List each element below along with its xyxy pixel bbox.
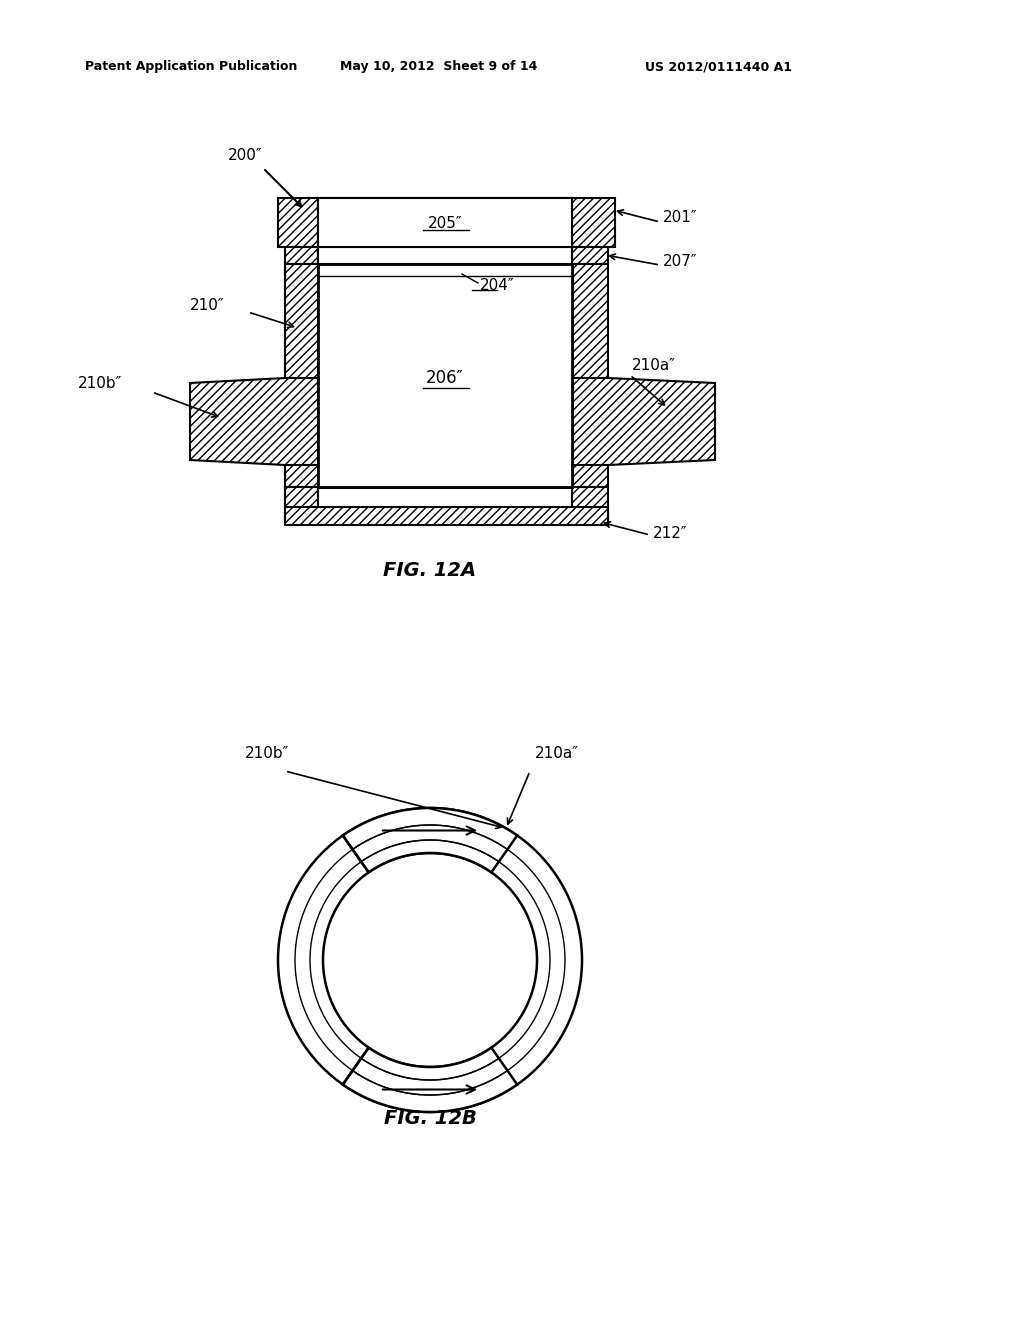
Text: 210b″: 210b″	[78, 375, 123, 391]
Polygon shape	[572, 378, 715, 465]
Polygon shape	[318, 198, 572, 247]
Polygon shape	[285, 507, 608, 525]
Polygon shape	[278, 808, 517, 1111]
Text: 210b″: 210b″	[245, 746, 290, 760]
Polygon shape	[278, 198, 318, 247]
Text: FIG. 12B: FIG. 12B	[384, 1109, 476, 1127]
Text: FIG. 12A: FIG. 12A	[383, 561, 476, 579]
Text: 205″: 205″	[428, 215, 462, 231]
Text: 210″: 210″	[190, 297, 224, 313]
Polygon shape	[572, 198, 615, 247]
Text: 207″: 207″	[663, 255, 697, 269]
Polygon shape	[572, 487, 608, 520]
Polygon shape	[190, 378, 318, 465]
Polygon shape	[285, 264, 318, 487]
Polygon shape	[285, 487, 318, 520]
Polygon shape	[343, 808, 582, 1111]
Text: 206″: 206″	[426, 370, 464, 387]
Text: 212″: 212″	[653, 525, 688, 540]
Text: May 10, 2012  Sheet 9 of 14: May 10, 2012 Sheet 9 of 14	[340, 59, 538, 73]
Polygon shape	[285, 247, 318, 264]
Polygon shape	[318, 247, 572, 264]
Text: 204″: 204″	[480, 277, 515, 293]
Text: 210a″: 210a″	[535, 746, 579, 760]
Text: US 2012/0111440 A1: US 2012/0111440 A1	[645, 59, 792, 73]
Text: 201″: 201″	[663, 210, 697, 226]
Text: 210a″: 210a″	[632, 359, 676, 374]
Polygon shape	[318, 198, 572, 247]
Text: Patent Application Publication: Patent Application Publication	[85, 59, 297, 73]
Polygon shape	[318, 264, 572, 487]
Text: 200″: 200″	[228, 148, 262, 162]
Polygon shape	[572, 247, 608, 264]
Polygon shape	[318, 247, 572, 264]
Polygon shape	[318, 264, 572, 487]
Polygon shape	[572, 264, 608, 487]
